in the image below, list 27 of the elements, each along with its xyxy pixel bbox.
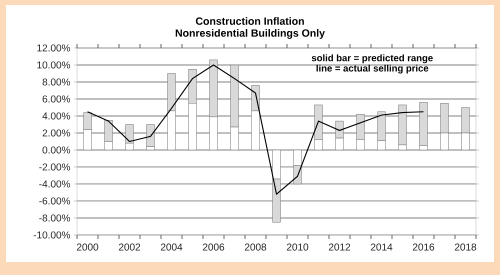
y-tick-label: 0.00% xyxy=(42,146,70,154)
x-tick-label: 2008 xyxy=(244,244,266,251)
y-tick-label: 8.00% xyxy=(42,78,70,86)
y-tick-label: -4.00% xyxy=(39,180,70,188)
chart-title: Construction Inflation xyxy=(196,17,304,25)
x-tick-label: 2006 xyxy=(202,244,224,251)
x-tick-label: 2002 xyxy=(118,244,140,251)
y-tick-label: 2.00% xyxy=(42,129,70,137)
x-tick-label: 2010 xyxy=(286,244,308,251)
chart-subtitle: Nonresidential Buildings Only xyxy=(176,29,325,39)
annotation: solid bar = predicted range xyxy=(312,54,433,64)
y-tick-label: 6.00% xyxy=(42,95,70,103)
y-tick-label: -10.00% xyxy=(34,231,70,239)
x-tick-label: 2014 xyxy=(370,244,392,251)
x-tick-label: 2012 xyxy=(328,244,350,251)
x-tick-label: 2018 xyxy=(454,244,476,251)
y-tick-label: 4.00% xyxy=(42,112,70,120)
y-tick-label: -8.00% xyxy=(39,214,70,222)
y-tick-label: -2.00% xyxy=(39,163,70,171)
annotation: line = actual selling price xyxy=(316,64,428,74)
x-tick-label: 2004 xyxy=(160,244,182,251)
x-tick-label: 2000 xyxy=(76,244,98,251)
bar xyxy=(146,124,155,147)
x-tick-label: 2016 xyxy=(412,244,434,251)
y-tick-label: 12.00% xyxy=(37,44,70,52)
y-tick-label: -6.00% xyxy=(39,197,70,205)
y-tick-label: 10.00% xyxy=(37,61,70,69)
